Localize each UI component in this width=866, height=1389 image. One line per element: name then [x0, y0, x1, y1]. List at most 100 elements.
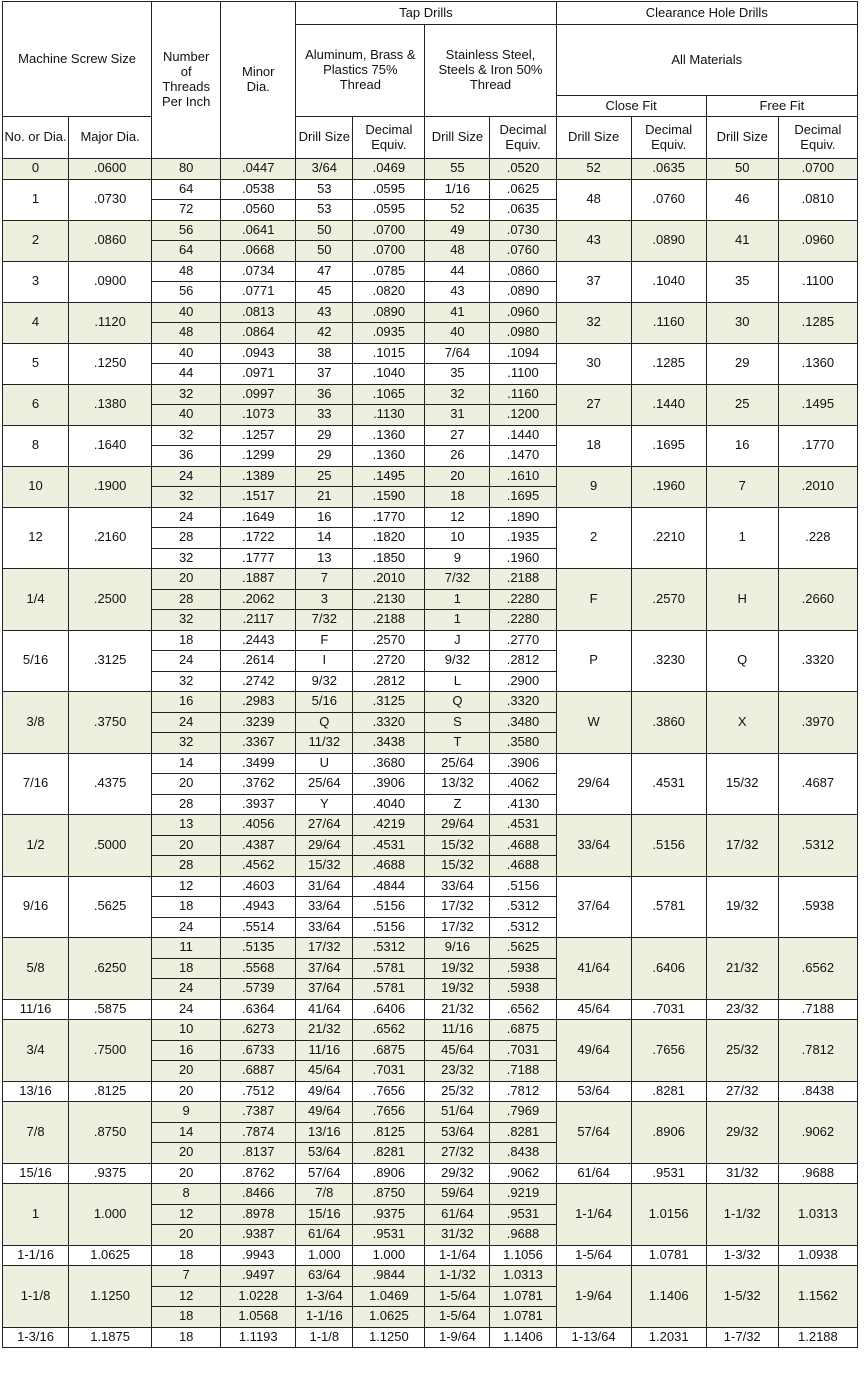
- al-drill-size-cell: 33/64: [295, 916, 354, 938]
- free-decimal-cell: 1.1562: [777, 1265, 859, 1328]
- ss-drill-size-cell: 26: [424, 445, 491, 467]
- al-decimal-cell: .0785: [352, 260, 426, 282]
- major-dia-cell: 1.0625: [68, 1244, 153, 1266]
- table-row: 56.0771 45.0820 43.0890: [3, 281, 858, 303]
- table-row: 1 1.000 8.8466 7/8.8750 59/64.9219 1-1/64 1.01…: [1, 1183, 859, 1246]
- minor-dia-cell: .6364: [220, 998, 297, 1020]
- minor-dia-cell: .9943: [220, 1244, 297, 1266]
- free-drill-size-cell: 23/32: [705, 998, 779, 1020]
- screw-size-cell: 15/16: [1, 1162, 70, 1184]
- ss-decimal-cell: 1.0313: [489, 1265, 557, 1287]
- al-drill-size-cell: 57/64: [295, 1162, 354, 1184]
- ss-drill-size-cell: 19/32: [424, 978, 491, 1000]
- table-row: 16.6733 11/16.6875 45/64.7031: [3, 1039, 858, 1061]
- threads-per-inch-cell: 14: [151, 752, 222, 774]
- ss-decimal-cell: .3320: [489, 691, 557, 713]
- al-drill-size-cell: 29/64: [295, 834, 354, 856]
- ss-drill-size-cell: 15/32: [424, 834, 491, 856]
- close-drill-size-cell: 2: [555, 506, 632, 569]
- table-row: 10.1900 24.1389 25.1495 20.1610 9.1960 7.2010: [1, 465, 859, 508]
- free-drill-size-cell: 27/32: [705, 1080, 779, 1102]
- al-drill-size-cell: 42: [295, 322, 354, 344]
- minor-dia-cell: 1.0568: [220, 1306, 297, 1328]
- ss-decimal-cell: .2770: [489, 629, 557, 651]
- minor-dia-cell: .0641: [220, 219, 297, 241]
- ss-drill-size-cell: 19/32: [424, 957, 491, 979]
- close-decimal-cell: .7031: [630, 998, 707, 1020]
- table-row: 3/4.7500 10.6273 21/32.6562 11/16.6875 49/64…: [1, 1019, 859, 1082]
- close-drill-size-cell: 29/64: [555, 752, 632, 815]
- al-drill-size-cell: 9/32: [295, 670, 354, 692]
- al-decimal-cell: .7031: [352, 1060, 426, 1082]
- close-drill-size-cell: 45/64: [555, 998, 632, 1020]
- ss-drill-size-cell: 1: [424, 609, 491, 631]
- table-row: 5.1250 40.0943 38.1015 7/64.1094 30.1285 29.1…: [1, 342, 859, 385]
- minor-dia-cell: .8466: [220, 1183, 297, 1205]
- minor-dia-cell: .1517: [220, 486, 297, 508]
- al-drill-size-cell: 33/64: [295, 896, 354, 918]
- al-drill-size-cell: 3/64: [295, 158, 354, 180]
- threads-per-inch-cell: 40: [151, 342, 222, 364]
- ss-drill-size-cell: 41: [424, 301, 491, 323]
- ss-decimal-cell: .6562: [489, 998, 557, 1020]
- ss-drill-size-cell: 53/64: [424, 1121, 491, 1143]
- aluminum-header: Aluminum, Brass & Plastics 75% Thread: [295, 24, 426, 117]
- al-decimal-cell: .0820: [352, 281, 426, 303]
- free-decimal-cell: .1360: [777, 342, 859, 385]
- major-dia-cell: .1120: [68, 301, 153, 344]
- ss-decimal-cell: .1890: [489, 506, 557, 528]
- al-decimal-cell: .9844: [352, 1265, 426, 1287]
- minor-dia-cell: 1.0228: [220, 1285, 297, 1307]
- ss-decimal-cell: .7188: [489, 1060, 557, 1082]
- minor-dia-cell: .2117: [220, 609, 297, 631]
- close-decimal-cell: 1.0156: [630, 1183, 707, 1246]
- threads-per-inch-cell: 72: [151, 199, 222, 221]
- al-drill-size-cell: 45/64: [295, 1060, 354, 1082]
- screw-size-cell: 10: [1, 465, 70, 508]
- minor-dia-cell: .0447: [220, 158, 297, 180]
- threads-per-inch-cell: 24: [151, 650, 222, 672]
- screw-size-cell: 4: [1, 301, 70, 344]
- table-row: 20.6887 45/64.7031 23/32.7188: [3, 1060, 858, 1082]
- threads-per-inch-cell: 7: [151, 1265, 222, 1287]
- al-decimal-cell: .7656: [352, 1080, 426, 1102]
- ss-drill-size-cell: 32: [424, 383, 491, 405]
- al-decimal-cell: 1.1250: [352, 1326, 426, 1348]
- minor-dia-cell: .8137: [220, 1142, 297, 1164]
- al-decimal-cell: .1040: [352, 363, 426, 385]
- threads-per-inch-cell: 9: [151, 1101, 222, 1123]
- table-row: 11/16.5875 24.6364 41/64.6406 21/32.6562 45/…: [1, 998, 859, 1020]
- al-drill-size-cell: 53: [295, 199, 354, 221]
- close-decimal-cell: .2210: [630, 506, 707, 569]
- ss-decimal-header: Decimal Equiv.: [489, 116, 557, 159]
- minor-dia-cell: .5514: [220, 916, 297, 938]
- ss-decimal-cell: .4130: [489, 793, 557, 815]
- al-drill-size-header: Drill Size: [295, 116, 354, 159]
- ss-drill-size-cell: 45/64: [424, 1039, 491, 1061]
- free-drill-size-cell: 19/32: [705, 875, 779, 938]
- al-drill-size-cell: I: [295, 650, 354, 672]
- ss-decimal-cell: .5312: [489, 916, 557, 938]
- minor-dia-cell: .0771: [220, 281, 297, 303]
- free-decimal-cell: .0810: [777, 178, 859, 221]
- close-decimal-cell: .4531: [630, 752, 707, 815]
- free-decimal-cell: .8438: [777, 1080, 859, 1102]
- ss-decimal-cell: 1.1056: [489, 1244, 557, 1266]
- ss-decimal-cell: .1094: [489, 342, 557, 364]
- major-dia-cell: .0730: [68, 178, 153, 221]
- al-decimal-cell: .4040: [352, 793, 426, 815]
- major-dia-cell: .1380: [68, 383, 153, 426]
- close-decimal-cell: 1.1406: [630, 1265, 707, 1328]
- screw-size-cell: 1-3/16: [1, 1326, 70, 1348]
- free-drill-size-cell: H: [705, 568, 779, 631]
- close-decimal-cell: .7656: [630, 1019, 707, 1082]
- al-decimal-cell: .8906: [352, 1162, 426, 1184]
- ss-decimal-cell: .1695: [489, 486, 557, 508]
- close-decimal-cell: .8906: [630, 1101, 707, 1164]
- major-dia-cell: .0900: [68, 260, 153, 303]
- al-decimal-cell: .2720: [352, 650, 426, 672]
- table-row: 1-1/16 1.0625 18.9943 1.000 1.000 1-1/64 1.105…: [1, 1244, 859, 1266]
- al-drill-size-cell: 41/64: [295, 998, 354, 1020]
- threads-per-inch-cell: 20: [151, 568, 222, 590]
- screw-size-cell: 5: [1, 342, 70, 385]
